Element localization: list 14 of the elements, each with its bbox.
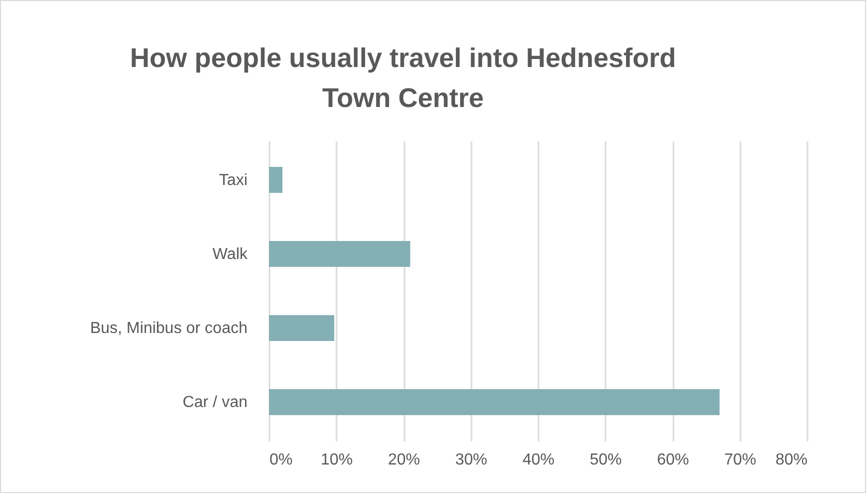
- x-tick-label: 70%: [724, 452, 756, 468]
- x-tick-label: 20%: [388, 452, 420, 468]
- chart-title: How people usually travel into Hednesford Town Centre: [130, 43, 676, 113]
- x-tick-label: 80%: [775, 452, 808, 468]
- y-tick-label: Walk: [212, 246, 248, 263]
- x-tick-label: 60%: [656, 452, 690, 468]
- y-tick-label: Taxi: [219, 172, 248, 189]
- x-tick-label: 0%: [270, 452, 293, 468]
- y-tick-label: Bus, Minibus or coach: [90, 320, 248, 338]
- x-tick-label: 30%: [455, 452, 488, 468]
- y-tick-label: Car / van: [182, 394, 248, 412]
- x-tick-label: 10%: [320, 452, 353, 468]
- x-tick-label: 40%: [522, 452, 555, 468]
- x-tick-label: 50%: [590, 452, 622, 468]
